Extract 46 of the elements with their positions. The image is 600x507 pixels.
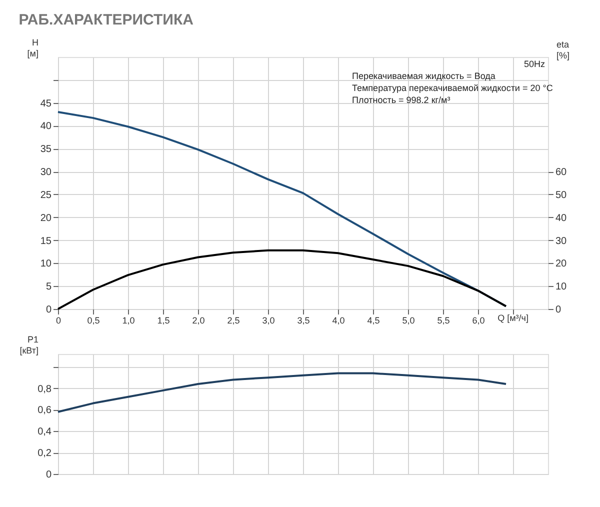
y-tick-label: 45	[40, 98, 52, 110]
y-tick-label: 0	[46, 470, 52, 480]
x-tick-label: 5,0	[402, 316, 415, 326]
x-tick-label: 6,0	[472, 316, 485, 326]
y2-tick-label: 50	[556, 190, 568, 201]
y-tick-label: 35	[40, 144, 52, 156]
y2-tick-label: 0	[556, 304, 562, 316]
x-tick-label: 4,0	[332, 316, 345, 326]
y-tick-label: 0,4	[38, 426, 52, 438]
y-tick-label: 5	[46, 282, 52, 293]
x-tick-label: 2,5	[227, 316, 240, 326]
y-axis-title: H [м]	[27, 38, 38, 58]
y-tick-label: 25	[40, 190, 52, 201]
line-series	[57, 372, 507, 413]
annotation: Плотность = 998.2 кг/м³	[352, 95, 450, 105]
x-tick-label: 1,0	[122, 316, 135, 326]
y2-tick-label: 30	[556, 236, 568, 247]
y-tick-label: 40	[40, 121, 52, 132]
line-series	[57, 249, 507, 310]
y2-tick-label: 20	[556, 258, 568, 270]
chart-title: РАБ.ХАРАКТЕРИСТИКА	[18, 12, 194, 28]
y2-axis-title: eta [%]	[556, 40, 570, 60]
y-tick-label: 15	[40, 236, 52, 247]
x-tick-label: 3,0	[262, 316, 275, 326]
x-axis-title: Q [м³/ч]	[498, 313, 528, 323]
y-tick-label: 30	[40, 167, 52, 178]
y-tick-label: 10	[40, 258, 52, 270]
y-axis-title: P1 [кВт]	[20, 334, 38, 356]
annotation: 50Hz	[524, 59, 546, 69]
annotation: Перекачиваемая жидкость = Вода	[352, 71, 496, 81]
y2-tick-label: 60	[556, 167, 568, 178]
y-tick-label: 0	[46, 304, 52, 316]
annotation: Температура перекачиваемой жидкости = 20 °C	[352, 83, 554, 93]
y-tick-label: 20	[40, 212, 52, 224]
x-tick-label: 0,5	[87, 316, 100, 326]
y-tick-label: 0,2	[38, 448, 52, 460]
y-tick-label: 0,8	[38, 384, 52, 395]
x-tick-label: 1,5	[157, 316, 170, 326]
y2-tick-label: 40	[556, 212, 568, 224]
x-tick-label: 3,5	[297, 316, 310, 326]
x-tick-label: 4,5	[367, 316, 380, 326]
y-tick-label: 0,6	[38, 405, 52, 416]
y2-tick-label: 10	[556, 282, 568, 293]
x-tick-label: 2,0	[192, 316, 205, 326]
x-tick-label: 5,5	[437, 316, 450, 326]
x-tick-label: 0	[56, 316, 62, 326]
